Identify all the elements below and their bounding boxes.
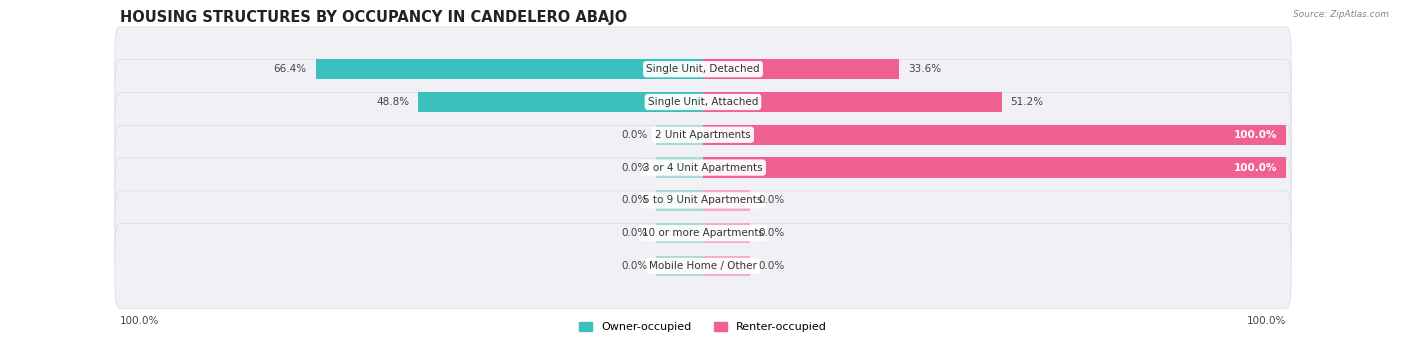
- Bar: [703, 256, 749, 276]
- Text: 0.0%: 0.0%: [758, 195, 785, 206]
- Text: 33.6%: 33.6%: [908, 64, 941, 74]
- Text: 100.0%: 100.0%: [120, 316, 159, 327]
- Bar: [703, 124, 1286, 145]
- Text: 0.0%: 0.0%: [621, 130, 648, 140]
- Text: 100.0%: 100.0%: [1234, 130, 1278, 140]
- Text: 0.0%: 0.0%: [758, 228, 785, 238]
- FancyBboxPatch shape: [115, 92, 1291, 177]
- Bar: [703, 92, 1001, 112]
- Bar: [657, 190, 703, 211]
- Legend: Owner-occupied, Renter-occupied: Owner-occupied, Renter-occupied: [575, 317, 831, 337]
- Text: Single Unit, Attached: Single Unit, Attached: [648, 97, 758, 107]
- FancyBboxPatch shape: [115, 125, 1291, 210]
- Bar: [703, 223, 749, 244]
- Bar: [657, 256, 703, 276]
- Text: 0.0%: 0.0%: [621, 261, 648, 271]
- FancyBboxPatch shape: [115, 224, 1291, 308]
- Bar: [657, 223, 703, 244]
- Text: 0.0%: 0.0%: [621, 162, 648, 173]
- Text: 0.0%: 0.0%: [621, 195, 648, 206]
- Bar: [703, 190, 749, 211]
- Text: 48.8%: 48.8%: [377, 97, 409, 107]
- Text: HOUSING STRUCTURES BY OCCUPANCY IN CANDELERO ABAJO: HOUSING STRUCTURES BY OCCUPANCY IN CANDE…: [120, 10, 627, 25]
- Bar: [657, 124, 703, 145]
- Text: 10 or more Apartments: 10 or more Apartments: [643, 228, 763, 238]
- Text: Mobile Home / Other: Mobile Home / Other: [650, 261, 756, 271]
- Text: 100.0%: 100.0%: [1247, 316, 1286, 327]
- FancyBboxPatch shape: [115, 60, 1291, 144]
- Text: Source: ZipAtlas.com: Source: ZipAtlas.com: [1294, 10, 1389, 19]
- Text: 2 Unit Apartments: 2 Unit Apartments: [655, 130, 751, 140]
- Bar: [315, 59, 703, 79]
- Bar: [703, 59, 898, 79]
- Text: 100.0%: 100.0%: [1234, 162, 1278, 173]
- Text: 0.0%: 0.0%: [758, 261, 785, 271]
- Bar: [703, 157, 1286, 178]
- FancyBboxPatch shape: [115, 27, 1291, 111]
- FancyBboxPatch shape: [115, 158, 1291, 243]
- FancyBboxPatch shape: [115, 191, 1291, 275]
- Text: Single Unit, Detached: Single Unit, Detached: [647, 64, 759, 74]
- Bar: [657, 157, 703, 178]
- Text: 0.0%: 0.0%: [621, 228, 648, 238]
- Text: 5 to 9 Unit Apartments: 5 to 9 Unit Apartments: [644, 195, 762, 206]
- Text: 66.4%: 66.4%: [274, 64, 307, 74]
- Text: 51.2%: 51.2%: [1011, 97, 1043, 107]
- Bar: [418, 92, 703, 112]
- Text: 3 or 4 Unit Apartments: 3 or 4 Unit Apartments: [643, 162, 763, 173]
